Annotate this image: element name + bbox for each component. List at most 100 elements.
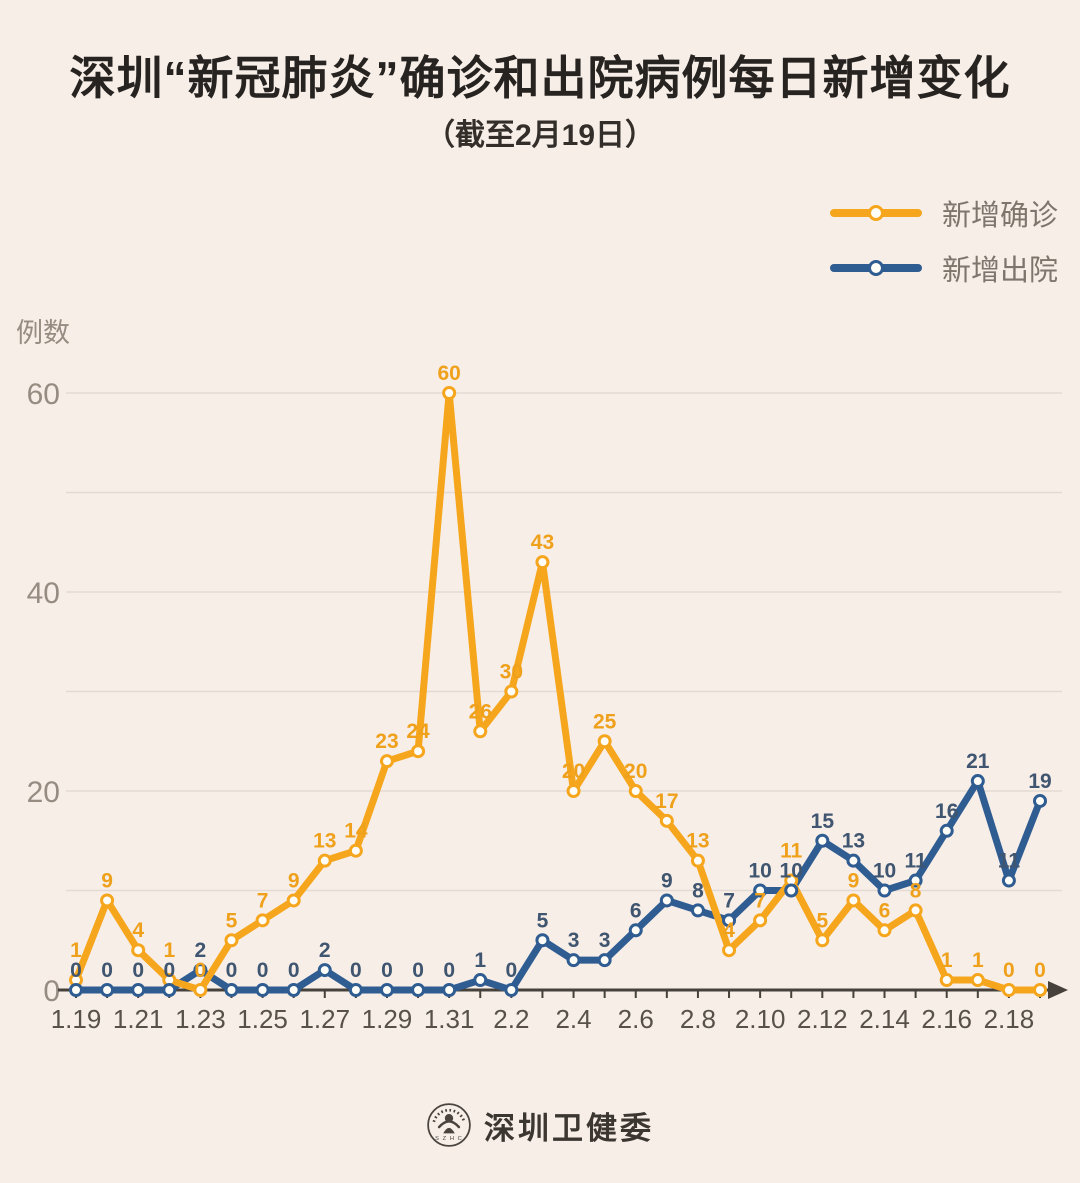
data-point-marker (722, 943, 737, 958)
data-point-marker (970, 973, 985, 988)
data-point-marker (255, 913, 270, 928)
data-point-marker (504, 684, 519, 699)
data-point-marker (566, 953, 581, 968)
data-point-marker (722, 913, 737, 928)
data-point-label: 0 (70, 959, 82, 982)
data-point-marker (504, 983, 519, 997)
data-point-label: 0 (1034, 959, 1046, 982)
discharged-line-swatch-icon (829, 260, 922, 276)
data-point-label: 11 (998, 850, 1021, 873)
data-point-marker (815, 833, 830, 848)
data-point-label: 24 (406, 720, 430, 743)
data-point-label: 6 (630, 899, 642, 922)
y-axis-label: 例数 (16, 318, 70, 348)
data-point-label: 9 (661, 869, 673, 892)
data-point-label: 0 (163, 959, 175, 982)
data-point-marker (131, 983, 146, 997)
data-point-marker (939, 823, 954, 838)
data-point-marker (317, 853, 332, 868)
data-point-marker (597, 734, 612, 749)
data-point-label: 5 (816, 909, 828, 932)
x-tick-label: 2.12 (797, 1004, 848, 1034)
y-tick-label: 40 (27, 577, 60, 610)
data-point-label: 5 (537, 909, 549, 932)
data-point-label: 9 (288, 869, 300, 892)
footer-brand-text: 深圳卫健委 (484, 1110, 654, 1146)
chart-title: 深圳“新冠肺炎”确诊和出院病例每日新增变化 (69, 52, 1011, 104)
data-point-marker (690, 903, 705, 918)
data-point-label: 0 (350, 959, 362, 982)
data-point-marker (597, 953, 612, 968)
data-point-label: 9 (848, 869, 860, 892)
data-point-label: 14 (344, 820, 368, 843)
data-point-label: 2 (319, 939, 331, 962)
data-point-marker (566, 784, 581, 798)
data-point-marker (628, 784, 643, 798)
data-point-label: 7 (257, 889, 269, 912)
data-point-marker (317, 963, 332, 978)
data-point-marker (162, 983, 177, 997)
data-point-label: 8 (692, 879, 704, 902)
data-point-label: 0 (226, 959, 238, 982)
data-point-label: 10 (873, 860, 896, 883)
data-point-marker (224, 933, 239, 948)
x-axis-arrow-icon (1048, 981, 1068, 999)
data-point-label: 13 (842, 830, 865, 853)
data-point-label: 0 (1003, 959, 1015, 982)
data-point-marker (224, 983, 239, 997)
data-point-marker (69, 983, 83, 997)
data-point-label: 0 (443, 959, 455, 982)
data-point-label: 13 (686, 830, 709, 853)
x-tick-label: 2.2 (493, 1004, 529, 1034)
data-point-marker (877, 923, 892, 938)
data-point-marker (411, 983, 426, 997)
x-tick-label: 2.8 (680, 1004, 716, 1034)
x-tick-label: 2.18 (984, 1004, 1035, 1034)
data-point-label: 0 (412, 959, 424, 982)
data-point-label: 7 (754, 889, 766, 912)
x-tick-label: 1.21 (113, 1004, 164, 1034)
data-point-marker (846, 893, 861, 908)
data-point-marker (442, 983, 457, 997)
data-point-label: 4 (132, 919, 144, 942)
x-tick-label: 2.14 (859, 1004, 910, 1034)
data-point-label: 0 (195, 959, 207, 982)
svg-text:S Z H C: S Z H C (435, 1136, 463, 1142)
data-point-label: 6 (879, 899, 891, 922)
data-point-label: 10 (780, 860, 803, 883)
legend-item-discharged: 新增出院 (829, 247, 1058, 289)
chart-subtitle: （截至2月19日） (424, 119, 656, 152)
data-point-marker (784, 883, 799, 898)
data-point-label: 4 (723, 919, 735, 942)
data-point-label: 1 (941, 949, 953, 972)
y-tick-label: 0 (43, 975, 60, 1008)
x-tick-label: 1.27 (299, 1004, 350, 1034)
data-point-marker (100, 983, 115, 997)
data-point-marker (908, 903, 923, 918)
data-point-label: 21 (966, 750, 990, 773)
data-point-label: 16 (935, 800, 958, 823)
data-point-label: 8 (910, 879, 922, 902)
legend-item-confirmed: 新增确诊 (829, 192, 1058, 234)
discharged-marker-icon (867, 260, 884, 276)
data-point-label: 0 (381, 959, 393, 982)
x-tick-label: 1.29 (362, 1004, 413, 1034)
x-tick-label: 1.19 (51, 1004, 102, 1034)
data-point-marker (628, 923, 643, 938)
data-point-label: 0 (132, 959, 144, 982)
data-point-label: 2 (195, 939, 207, 962)
y-tick-label: 20 (27, 776, 60, 809)
data-point-marker (473, 973, 488, 988)
data-point-label: 3 (599, 929, 611, 952)
data-point-marker (286, 983, 301, 997)
data-point-marker (379, 983, 394, 997)
data-point-label: 1 (972, 949, 984, 972)
data-point-label: 60 (437, 362, 460, 385)
data-point-marker (659, 813, 674, 828)
data-point-marker (286, 893, 301, 908)
data-point-label: 10 (748, 860, 771, 883)
data-point-marker (939, 973, 954, 988)
x-tick-label: 2.10 (735, 1004, 786, 1034)
